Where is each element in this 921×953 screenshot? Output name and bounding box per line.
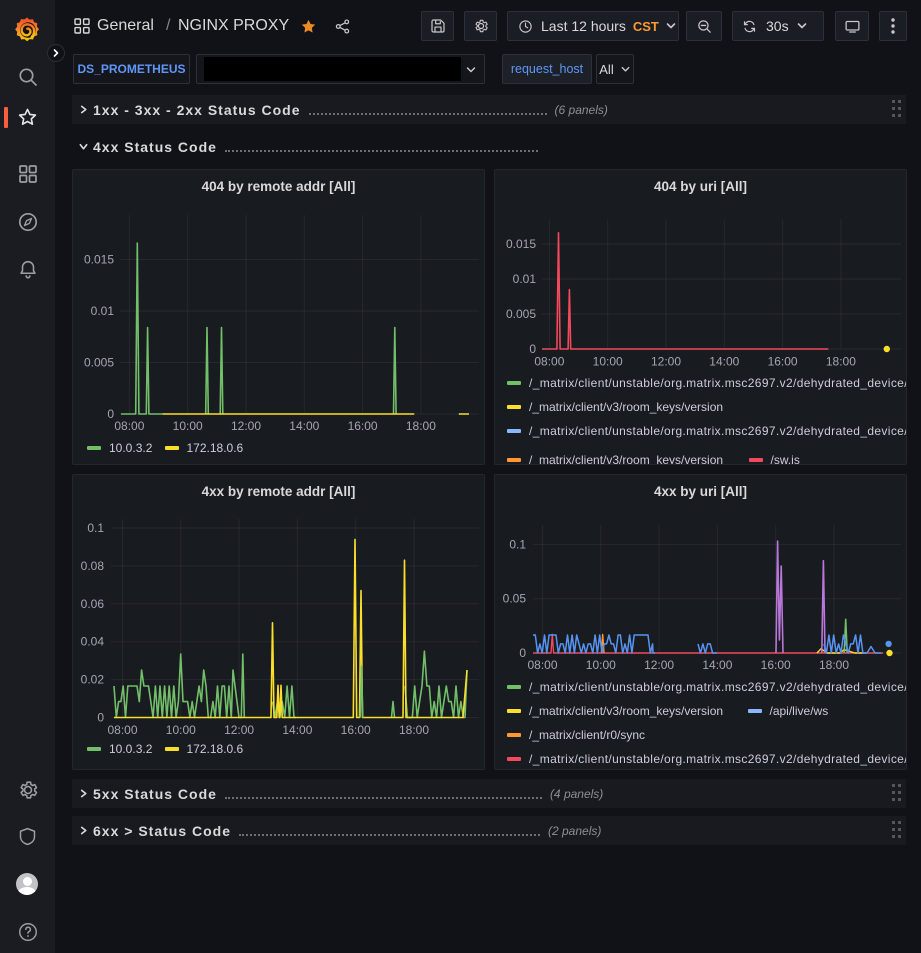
svg-text:14:00: 14:00 (282, 723, 312, 737)
svg-text:14:00: 14:00 (709, 355, 739, 369)
svg-text:0.05: 0.05 (503, 592, 527, 606)
svg-text:12:00: 12:00 (651, 355, 681, 369)
svg-text:10:00: 10:00 (593, 355, 623, 369)
svg-text:08:00: 08:00 (527, 658, 557, 672)
svg-text:08:00: 08:00 (107, 723, 137, 737)
svg-text:0.015: 0.015 (506, 237, 536, 251)
svg-text:08:00: 08:00 (114, 419, 144, 433)
svg-text:12:00: 12:00 (224, 723, 254, 737)
svg-text:0.04: 0.04 (81, 635, 105, 649)
svg-text:10:00: 10:00 (586, 658, 616, 672)
svg-text:18:00: 18:00 (826, 355, 856, 369)
svg-text:18:00: 18:00 (406, 419, 436, 433)
svg-text:0.06: 0.06 (81, 597, 105, 611)
svg-text:0.08: 0.08 (81, 559, 105, 573)
svg-text:18:00: 18:00 (819, 658, 849, 672)
svg-text:0.1: 0.1 (509, 537, 526, 551)
svg-text:0: 0 (107, 407, 114, 421)
svg-text:0.01: 0.01 (513, 272, 537, 286)
svg-text:0.01: 0.01 (91, 304, 115, 318)
svg-text:12:00: 12:00 (644, 658, 674, 672)
svg-text:0: 0 (519, 646, 526, 660)
svg-text:14:00: 14:00 (289, 419, 319, 433)
svg-text:0: 0 (97, 711, 104, 725)
svg-text:0.005: 0.005 (506, 307, 536, 321)
svg-text:10:00: 10:00 (173, 419, 203, 433)
svg-text:0.005: 0.005 (84, 356, 114, 370)
svg-text:0.015: 0.015 (84, 253, 114, 267)
svg-text:0.02: 0.02 (81, 673, 105, 687)
svg-text:16:00: 16:00 (768, 355, 798, 369)
svg-text:0: 0 (529, 342, 536, 356)
svg-text:16:00: 16:00 (348, 419, 378, 433)
svg-text:16:00: 16:00 (341, 723, 371, 737)
svg-text:10:00: 10:00 (166, 723, 196, 737)
svg-text:0.1: 0.1 (87, 521, 104, 535)
svg-text:12:00: 12:00 (231, 419, 261, 433)
svg-text:16:00: 16:00 (761, 658, 791, 672)
svg-text:14:00: 14:00 (702, 658, 732, 672)
svg-text:08:00: 08:00 (534, 355, 564, 369)
svg-text:18:00: 18:00 (399, 723, 429, 737)
